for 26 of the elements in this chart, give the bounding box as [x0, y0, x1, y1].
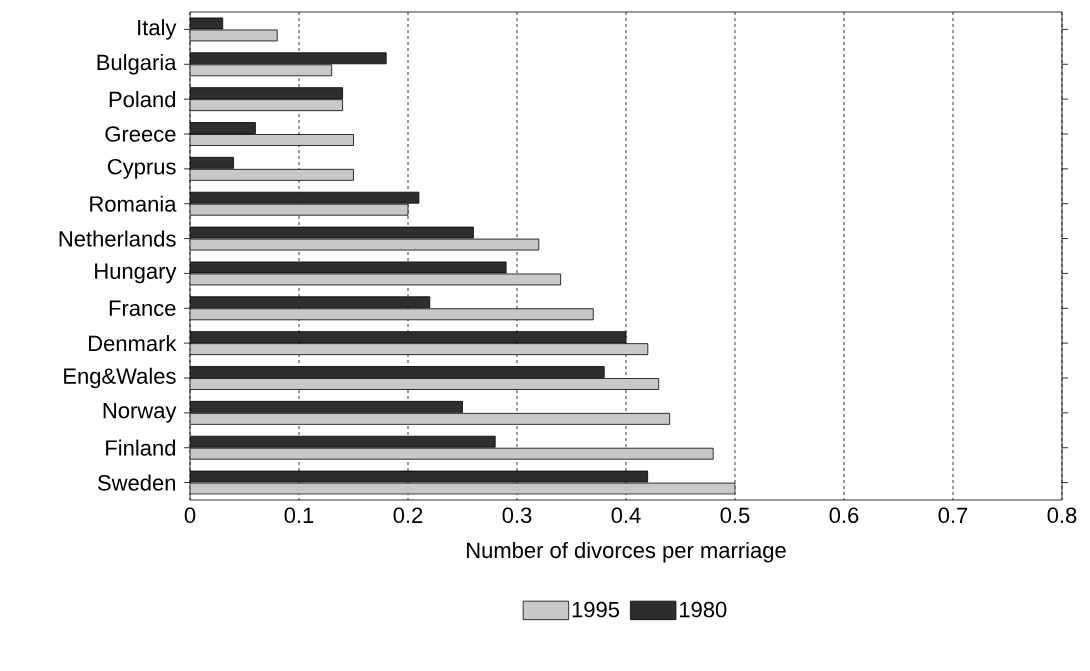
x-axis-title: Number of divorces per marriage — [467, 541, 786, 563]
x-tick-label: 0.1 — [284, 507, 314, 524]
y-tick-label: Netherlands — [59, 230, 176, 247]
y-tick-label: Norway — [103, 403, 177, 423]
y-tick-label: Eng&Wales — [64, 367, 176, 389]
x-tick-label: 0.5 — [720, 507, 750, 524]
x-tick-label: 0.4 — [611, 507, 641, 524]
y-tick-label: Romania — [90, 195, 177, 212]
y-tick-label: Poland — [109, 91, 176, 108]
x-tick-label: 0.3 — [502, 507, 532, 524]
x-tick-label: 0.7 — [938, 507, 968, 524]
legend-label: 1995 — [572, 601, 620, 618]
legend-label: 1980 — [680, 601, 727, 618]
x-tick-label: 0.6 — [829, 507, 859, 524]
y-tick-label: Hungary — [95, 263, 177, 284]
y-tick-label: France — [109, 300, 176, 316]
y-tick-label: Finland — [106, 439, 176, 456]
y-tick-label: Cyprus — [107, 158, 176, 179]
x-tick-label: 0 — [184, 507, 196, 524]
x-tick-label: 0.2 — [393, 507, 423, 524]
x-tick-label: 0.8 — [1047, 507, 1077, 524]
y-tick-label: Italy — [138, 19, 177, 40]
y-tick-label: Sweden — [97, 474, 176, 491]
y-tick-label: Denmark — [89, 335, 177, 352]
y-tick-label: Greece — [105, 126, 176, 142]
y-tick-label: Bulgaria — [97, 54, 177, 75]
